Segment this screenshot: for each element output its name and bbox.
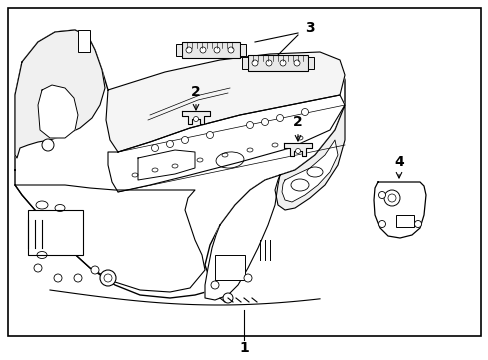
Polygon shape — [284, 143, 311, 156]
Polygon shape — [282, 140, 337, 202]
Polygon shape — [38, 85, 78, 138]
Polygon shape — [204, 175, 280, 300]
Circle shape — [378, 192, 385, 198]
Bar — [28, 210, 83, 255]
Polygon shape — [15, 30, 345, 298]
Polygon shape — [274, 105, 345, 210]
Circle shape — [214, 47, 220, 53]
Bar — [240, 44, 245, 55]
Polygon shape — [373, 182, 425, 238]
Circle shape — [91, 266, 99, 274]
Circle shape — [276, 114, 283, 122]
Circle shape — [151, 144, 158, 152]
Polygon shape — [106, 52, 345, 152]
Bar — [307, 57, 313, 69]
Circle shape — [383, 190, 399, 206]
Circle shape — [280, 60, 285, 66]
Text: 2: 2 — [292, 115, 302, 141]
Circle shape — [74, 274, 82, 282]
Circle shape — [54, 274, 62, 282]
Bar — [395, 215, 413, 227]
Bar — [247, 55, 307, 71]
Circle shape — [223, 293, 232, 303]
Polygon shape — [108, 95, 345, 192]
Text: 1: 1 — [239, 341, 248, 355]
Polygon shape — [182, 111, 209, 124]
Bar — [215, 255, 244, 280]
Circle shape — [251, 60, 258, 66]
Circle shape — [261, 118, 268, 126]
Circle shape — [293, 60, 299, 66]
Bar — [78, 30, 90, 52]
Text: 2: 2 — [191, 85, 201, 110]
Circle shape — [246, 122, 253, 129]
Text: 4: 4 — [393, 155, 403, 178]
Circle shape — [193, 117, 198, 122]
Circle shape — [206, 131, 213, 139]
Circle shape — [265, 60, 271, 66]
Circle shape — [166, 140, 173, 148]
Circle shape — [244, 274, 251, 282]
Circle shape — [227, 47, 234, 53]
Circle shape — [301, 108, 308, 116]
Circle shape — [295, 149, 300, 153]
Circle shape — [200, 47, 205, 53]
Polygon shape — [15, 185, 204, 292]
Circle shape — [414, 220, 421, 228]
Bar — [242, 57, 247, 69]
Circle shape — [42, 139, 54, 151]
Circle shape — [100, 270, 116, 286]
Bar — [176, 44, 182, 55]
Circle shape — [34, 264, 42, 272]
Circle shape — [181, 136, 188, 144]
Circle shape — [378, 220, 385, 228]
Circle shape — [387, 194, 395, 202]
Bar — [182, 42, 240, 58]
Polygon shape — [15, 30, 105, 158]
Text: 3: 3 — [305, 21, 314, 35]
Circle shape — [104, 274, 112, 282]
Polygon shape — [138, 150, 195, 180]
Circle shape — [185, 47, 192, 53]
Circle shape — [210, 281, 219, 289]
